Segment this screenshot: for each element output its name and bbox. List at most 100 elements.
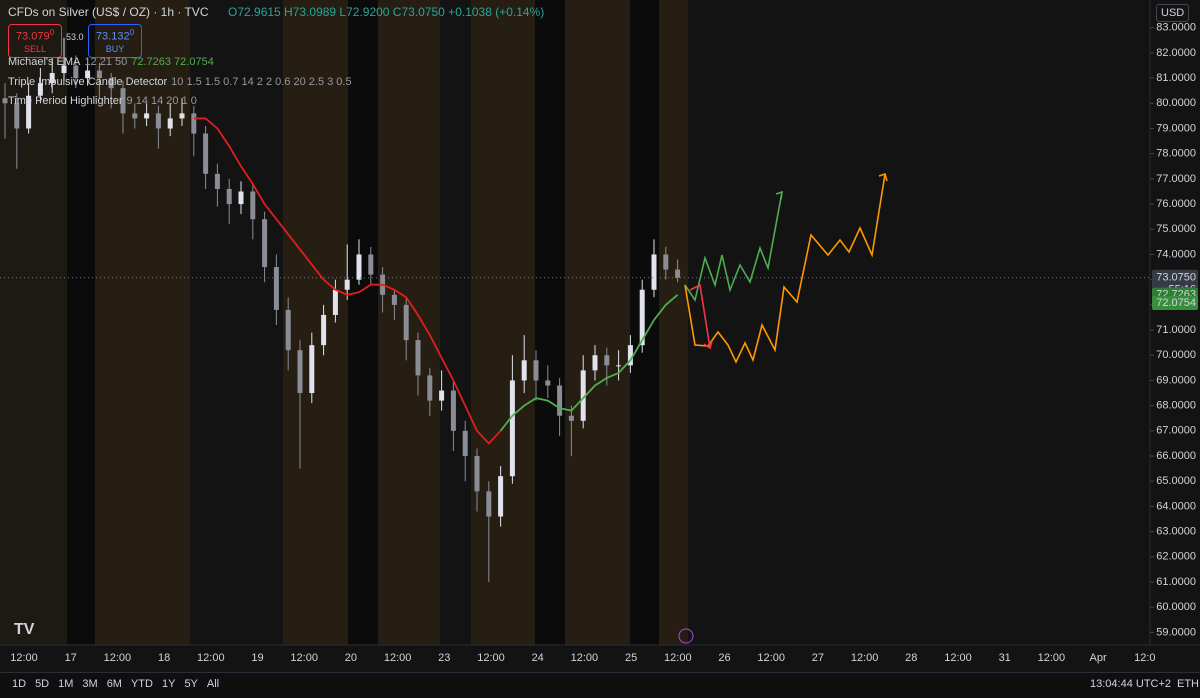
candle-body: [285, 309, 291, 351]
projection-line: [684, 173, 886, 364]
candle-body: [61, 65, 67, 74]
candle-body: [273, 267, 279, 310]
sell-button[interactable]: 73.0790 SELL: [8, 24, 62, 58]
band: [378, 0, 440, 645]
x-tick-label: 12:00: [757, 652, 785, 664]
y-tick-label: 79.0000: [1156, 122, 1196, 134]
candle-body: [132, 113, 138, 119]
y-tick-label: 80.0000: [1156, 97, 1196, 109]
buy-button[interactable]: 73.1320 BUY: [88, 24, 142, 58]
candle-body: [26, 95, 32, 129]
x-tick-label: 12:00: [1038, 652, 1066, 664]
x-tick-label: 17: [65, 652, 77, 664]
candle-body: [639, 289, 645, 346]
band: [565, 0, 630, 645]
y-tick-label: 63.0000: [1156, 526, 1196, 538]
x-tick-label: 18: [158, 652, 170, 664]
candle-body: [120, 88, 126, 114]
clock: 13:04:44 UTC+2: [1090, 678, 1172, 690]
sell-sup: 0: [49, 28, 55, 37]
logo: TV: [14, 621, 35, 638]
y-tick-label: 59.0000: [1156, 626, 1196, 638]
event-icon[interactable]: [678, 628, 694, 644]
indicator-params: 9 14 14 20 1 0: [126, 95, 197, 107]
x-tick-label: 12:00: [290, 652, 318, 664]
range-button[interactable]: All: [206, 678, 220, 690]
range-button[interactable]: 1D: [12, 678, 27, 690]
candle-body: [356, 254, 362, 280]
candle-body: [545, 380, 551, 386]
x-tick-label: 20: [345, 652, 357, 664]
y-tick-label: 60.0000: [1156, 601, 1196, 613]
buy-label: BUY: [105, 43, 125, 54]
arrow-head: [703, 340, 713, 350]
range-button[interactable]: 3M: [82, 678, 98, 690]
y-tick-label: 70.0000: [1156, 349, 1196, 361]
y-tick-label: 77.0000: [1156, 173, 1196, 185]
candle-body: [462, 430, 468, 457]
indicator[interactable]: Michael's EMA 12 21 50 72.7263 72.0754: [8, 56, 214, 68]
x-tick-label: 12:00: [197, 652, 225, 664]
candle-body: [309, 345, 315, 394]
candle-body: [297, 350, 303, 394]
candle-body: [604, 355, 610, 366]
price-tag-label: 73.0750: [1156, 272, 1196, 284]
candle-body: [344, 279, 350, 290]
candle-body: [321, 314, 327, 346]
x-tick-label: 26: [718, 652, 730, 664]
range-buttons: 1D 5D 1M 3M 6M YTD 1Y 5Y All: [12, 672, 228, 697]
y-tick-label: 83.0000: [1156, 22, 1196, 34]
candle-body: [332, 289, 338, 315]
buy-price: 73.132: [95, 30, 130, 43]
y-tick-label: 65.0000: [1156, 475, 1196, 487]
candle-body: [580, 370, 586, 421]
x-tick-label: 12:00: [944, 652, 972, 664]
sell-label: SELL: [23, 43, 47, 54]
x-tick-label: 31: [999, 652, 1011, 664]
bottom-toolbar: [0, 672, 1200, 698]
band: [0, 0, 67, 645]
candle-body: [108, 78, 114, 89]
candle-body: [651, 254, 657, 290]
indicator-params: 12 21 50: [84, 56, 128, 68]
candle-body: [627, 345, 633, 366]
x-tick-label: 12:0: [1134, 652, 1155, 664]
range-button[interactable]: 5Y: [184, 678, 198, 690]
range-button[interactable]: 6M: [106, 678, 122, 690]
candle-body: [403, 304, 409, 341]
x-tick-label: 27: [812, 652, 824, 664]
currency[interactable]: USD: [1156, 4, 1190, 22]
x-tick-label: 28: [905, 652, 917, 664]
range-button[interactable]: YTD: [130, 678, 153, 690]
arrow-head: [775, 190, 783, 200]
x-tick-label: 24: [532, 652, 544, 664]
candle-body: [521, 360, 527, 381]
y-tick-label: 68.0000: [1156, 400, 1196, 412]
candle-body: [439, 390, 445, 401]
sell-price: 73.079: [15, 30, 50, 43]
y-tick-label: 64.0000: [1156, 500, 1196, 512]
candle-body: [663, 254, 669, 270]
candle-body: [144, 113, 150, 119]
x-tick-label: 12:00: [10, 652, 38, 664]
candle-body: [509, 380, 515, 477]
candle-body: [214, 173, 220, 189]
candle-body: [96, 70, 102, 79]
ohlc: O72.9615 H73.0989 L72.9200 C73.0750 +0.1…: [228, 5, 545, 19]
indicator-value: 72.7263 72.0754: [131, 56, 214, 68]
session[interactable]: ETH: [1177, 678, 1199, 690]
indicator[interactable]: Triple Impulsive Candle Detector 10 1.5 1…: [8, 76, 352, 88]
candle-body: [262, 219, 268, 268]
x-tick-label: 12:00: [851, 652, 879, 664]
candle-body: [474, 456, 480, 492]
y-tick-label: 78.0000: [1156, 148, 1196, 160]
symbol-title[interactable]: CFDs on Silver (US$ / OZ) · 1h · TVC: [8, 5, 209, 19]
candle-body: [179, 113, 185, 119]
x-tick-label: 23: [438, 652, 450, 664]
range-button[interactable]: 1M: [58, 678, 74, 690]
range-button[interactable]: 5D: [35, 678, 50, 690]
indicator[interactable]: Time Period Highlighter 9 14 14 20 1 0: [8, 95, 197, 107]
range-button[interactable]: 1Y: [161, 678, 176, 690]
arrow-head: [878, 172, 888, 182]
